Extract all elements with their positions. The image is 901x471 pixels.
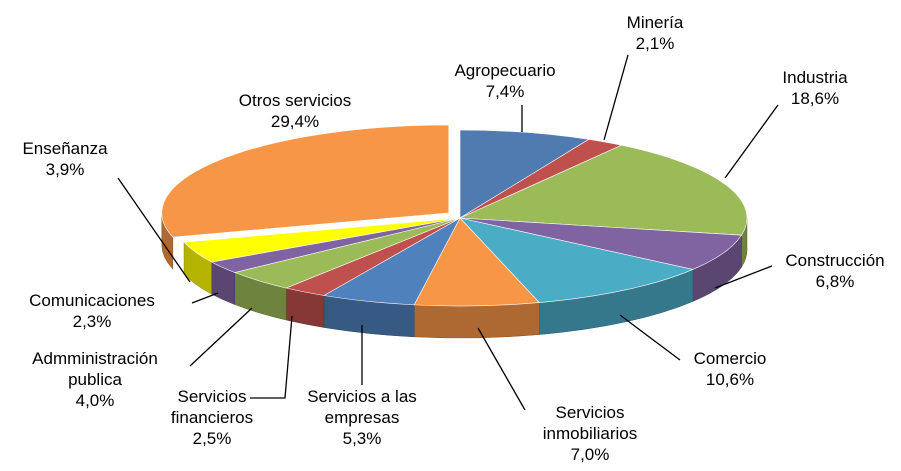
value-label: 29,4%	[270, 112, 320, 131]
leader-line	[603, 54, 629, 141]
value-label: 18,6%	[790, 89, 840, 108]
category-label: Comunicaciones	[29, 291, 155, 310]
value-label: 4,0%	[75, 391, 115, 410]
slice-label: Enseñanza 3,9%	[5, 138, 125, 180]
value-label: 3,9%	[45, 160, 85, 179]
category-label: Construcción	[785, 251, 885, 270]
category-label: Industria	[782, 68, 848, 87]
value-label: 5,3%	[342, 429, 382, 448]
leader-line	[724, 104, 779, 179]
slice-label: Industria 18,6%	[755, 67, 875, 109]
slice	[459, 129, 590, 219]
slice	[183, 217, 461, 263]
leader-line	[619, 314, 681, 361]
category-label: Admministración publica	[32, 349, 158, 389]
slice-label: Comunicaciones 2,3%	[7, 290, 177, 332]
category-label: Servicios a las empresas	[307, 387, 417, 427]
category-label: Comercio	[693, 349, 767, 368]
category-label: Servicios inmobiliarios	[542, 403, 638, 443]
value-label: 2,1%	[635, 34, 675, 53]
slice-label: Agropecuario 7,4%	[425, 60, 585, 102]
slice-label: Admministración publica 4,0%	[10, 348, 180, 411]
slice	[413, 217, 540, 307]
slice-label: Construcción 6,8%	[765, 250, 901, 292]
slice	[459, 144, 748, 236]
slice	[161, 124, 450, 238]
slice-label: Otros servicios 29,4%	[205, 90, 385, 132]
leader-line	[191, 292, 219, 304]
value-label: 6,8%	[815, 272, 855, 291]
value-label: 2,3%	[72, 312, 112, 331]
leader-line	[250, 315, 293, 399]
category-label: Servicios financieros	[170, 387, 254, 427]
value-label: 7,0%	[570, 445, 610, 464]
slice-label: Servicios financieros 2,5%	[157, 386, 267, 449]
slice	[459, 217, 694, 303]
leader-line	[477, 327, 526, 411]
category-label: Minería	[626, 13, 684, 32]
value-label: 7,4%	[485, 82, 525, 101]
leader-line	[189, 307, 253, 367]
slice	[459, 217, 743, 270]
value-label: 2,5%	[192, 429, 232, 448]
leader-line	[117, 177, 191, 283]
category-label: Otros servicios	[238, 91, 352, 110]
leader-line	[714, 265, 773, 289]
slice-label: Comercio 10,6%	[670, 348, 790, 390]
category-label: Agropecuario	[454, 61, 556, 80]
value-label: 10,6%	[705, 370, 755, 389]
slice-label: Servicios a las empresas 5,3%	[282, 386, 442, 449]
slice-label: Minería 2,1%	[605, 12, 705, 54]
slice-side	[413, 302, 540, 339]
category-label: Enseñanza	[22, 139, 108, 158]
slice-label: Servicios inmobiliarios 7,0%	[520, 402, 660, 465]
